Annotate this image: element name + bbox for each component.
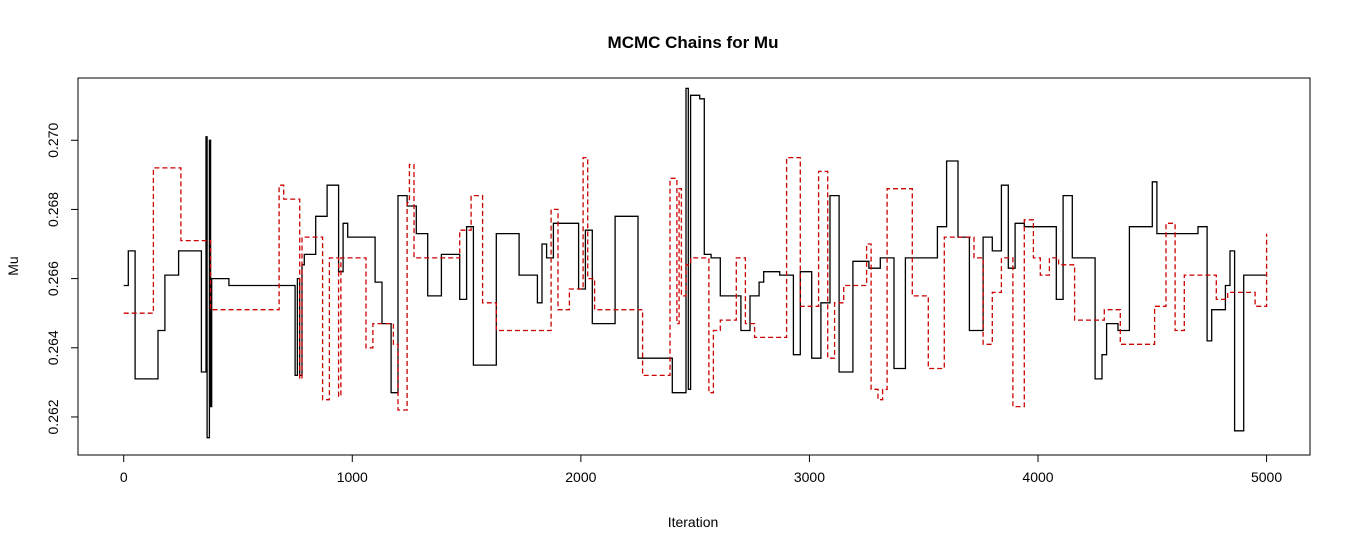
x-axis: 0 1000 2000 3000 4000 5000 — [120, 454, 1282, 485]
x-axis-label: Iteration — [668, 514, 719, 530]
y-axis: 0.262 0.264 0.266 0.268 0.270 — [45, 123, 79, 434]
y-tick-label: 0.268 — [45, 192, 61, 227]
chain-2-line — [123, 156, 1268, 411]
chain-1-line — [123, 87, 1267, 439]
y-tick-label: 0.270 — [45, 123, 61, 158]
x-tick-label: 4000 — [1022, 469, 1053, 485]
chart-title: MCMC Chains for Mu — [608, 33, 779, 52]
series-layer — [123, 87, 1268, 439]
x-tick-label: 0 — [120, 469, 128, 485]
y-axis-label: Mu — [5, 256, 21, 275]
x-tick-label: 1000 — [337, 469, 368, 485]
x-tick-label: 2000 — [565, 469, 596, 485]
y-tick-label: 0.264 — [45, 330, 61, 365]
x-tick-label: 5000 — [1251, 469, 1282, 485]
y-tick-label: 0.262 — [45, 399, 61, 434]
plot-frame — [77, 77, 1311, 456]
x-tick-label: 3000 — [794, 469, 825, 485]
y-tick-label: 0.266 — [45, 261, 61, 296]
